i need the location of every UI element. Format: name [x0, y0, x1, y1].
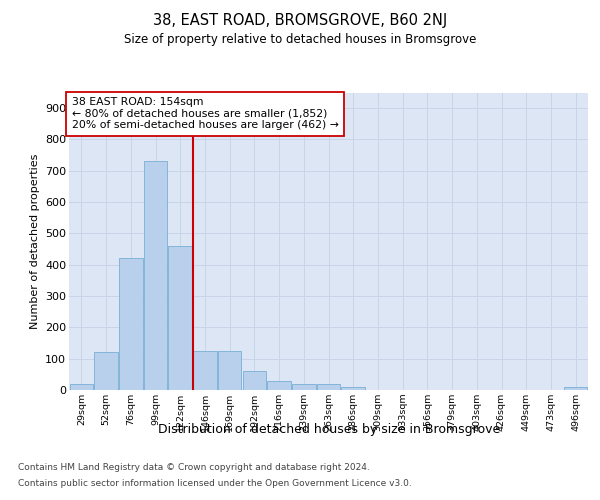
- Bar: [242, 371, 266, 390]
- Bar: [218, 351, 241, 390]
- Text: 38 EAST ROAD: 154sqm
← 80% of detached houses are smaller (1,852)
20% of semi-de: 38 EAST ROAD: 154sqm ← 80% of detached h…: [71, 97, 338, 130]
- Text: Distribution of detached houses by size in Bromsgrove: Distribution of detached houses by size …: [158, 422, 500, 436]
- Text: Contains HM Land Registry data © Crown copyright and database right 2024.: Contains HM Land Registry data © Crown c…: [18, 464, 370, 472]
- Bar: [564, 387, 587, 390]
- Bar: [94, 352, 118, 390]
- Bar: [341, 387, 365, 390]
- Bar: [70, 384, 93, 390]
- Text: Size of property relative to detached houses in Bromsgrove: Size of property relative to detached ho…: [124, 32, 476, 46]
- Bar: [119, 258, 143, 390]
- Bar: [317, 384, 340, 390]
- Text: Contains public sector information licensed under the Open Government Licence v3: Contains public sector information licen…: [18, 478, 412, 488]
- Bar: [144, 162, 167, 390]
- Bar: [193, 351, 217, 390]
- Bar: [268, 380, 291, 390]
- Bar: [169, 246, 192, 390]
- Text: 38, EAST ROAD, BROMSGROVE, B60 2NJ: 38, EAST ROAD, BROMSGROVE, B60 2NJ: [153, 12, 447, 28]
- Bar: [292, 384, 316, 390]
- Y-axis label: Number of detached properties: Number of detached properties: [29, 154, 40, 329]
